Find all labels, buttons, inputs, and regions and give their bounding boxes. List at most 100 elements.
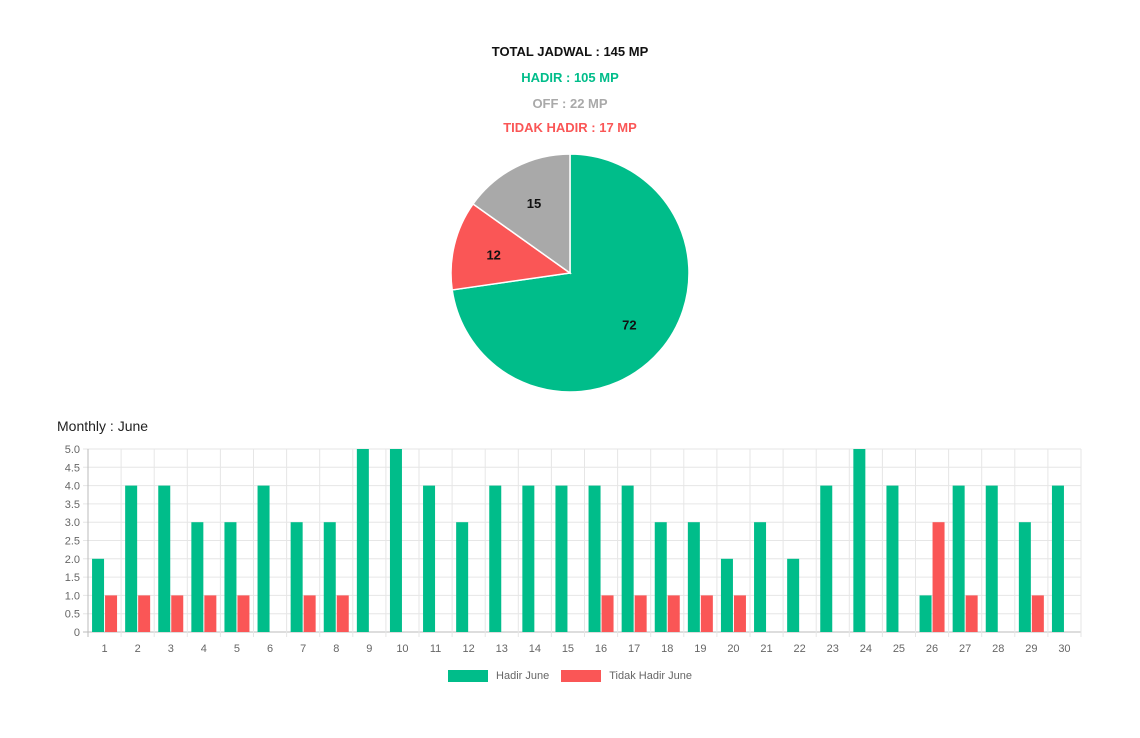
bar-tidak-hadir-day-17[interactable] <box>634 595 647 632</box>
y-tick-label: 0.5 <box>65 609 80 621</box>
x-tick-label: 15 <box>562 643 574 655</box>
x-tick-label: 16 <box>595 643 607 655</box>
bar-hadir-day-18[interactable] <box>654 522 667 632</box>
total-schedule-label: TOTAL JADWAL : 145 MP <box>491 44 649 59</box>
y-tick-label: 5.0 <box>65 444 80 456</box>
bar-hadir-day-23[interactable] <box>820 485 833 632</box>
bar-tidak-hadir-day-4[interactable] <box>204 595 217 632</box>
y-tick-label: 4.0 <box>65 481 80 493</box>
bar-hadir-day-10[interactable] <box>389 449 402 632</box>
bar-tidak-hadir-day-20[interactable] <box>733 595 746 632</box>
bar-hadir-day-15[interactable] <box>555 485 568 632</box>
x-tick-label: 20 <box>727 643 739 655</box>
bar-hadir-day-6[interactable] <box>257 485 270 632</box>
present-label: HADIR : 105 MP <box>521 70 619 85</box>
bar-tidak-hadir-day-16[interactable] <box>601 595 614 632</box>
pie-slice-15[interactable] <box>472 153 571 275</box>
bar-hadir-day-26[interactable] <box>919 595 932 632</box>
bar-hadir-day-9[interactable] <box>356 449 369 632</box>
bar-hadir-day-12[interactable] <box>456 522 469 632</box>
x-tick-label: 9 <box>366 643 372 655</box>
bar-hadir-day-25[interactable] <box>886 485 899 632</box>
y-tick-label: 1.5 <box>65 572 80 584</box>
y-tick-label: 3.5 <box>65 499 80 511</box>
x-tick-label: 7 <box>300 643 306 655</box>
x-tick-label: 28 <box>992 643 1004 655</box>
bar-hadir-day-2[interactable] <box>125 485 138 632</box>
y-tick-label: 1.0 <box>65 590 80 602</box>
bar-hadir-day-3[interactable] <box>158 485 171 632</box>
x-tick-label: 3 <box>168 643 174 655</box>
legend-label-tidak-hadir: Tidak Hadir June <box>609 670 692 682</box>
bar-tidak-hadir-day-1[interactable] <box>105 595 118 632</box>
x-tick-label: 4 <box>201 643 207 655</box>
y-tick-label: 0 <box>74 627 80 639</box>
monthly-chart-title: Monthly : June <box>57 418 149 434</box>
bar-hadir-day-17[interactable] <box>621 485 634 632</box>
x-tick-label: 19 <box>694 643 706 655</box>
bar-tidak-hadir-day-27[interactable] <box>965 595 978 632</box>
bar-hadir-day-29[interactable] <box>1018 522 1031 632</box>
x-tick-label: 1 <box>101 643 107 655</box>
absent-label: TIDAK HADIR : 17 MP <box>503 120 637 135</box>
x-tick-label: 23 <box>827 643 839 655</box>
bar-hadir-day-8[interactable] <box>323 522 336 632</box>
bar-hadir-day-24[interactable] <box>853 449 866 632</box>
pie-label-12: 12 <box>486 247 500 262</box>
legend-item-tidak-hadir[interactable]: Tidak Hadir June <box>561 670 692 682</box>
x-tick-label: 8 <box>333 643 339 655</box>
x-tick-label: 24 <box>860 643 872 655</box>
chart-legend: Hadir June Tidak Hadir June <box>0 670 1140 682</box>
bar-hadir-day-4[interactable] <box>191 522 204 632</box>
bar-tidak-hadir-day-26[interactable] <box>932 522 945 632</box>
y-tick-label: 4.5 <box>65 462 80 474</box>
bar-hadir-day-20[interactable] <box>720 558 733 632</box>
x-tick-label: 21 <box>760 643 772 655</box>
pie-slice-12[interactable] <box>450 202 572 291</box>
x-tick-label: 6 <box>267 643 273 655</box>
bar-hadir-day-11[interactable] <box>423 485 436 632</box>
y-tick-label: 3.0 <box>65 517 80 529</box>
attendance-pie-chart: 72 12 15 <box>450 153 690 393</box>
x-tick-label: 26 <box>926 643 938 655</box>
legend-swatch-hadir <box>448 670 489 682</box>
bar-hadir-day-28[interactable] <box>985 485 998 632</box>
bar-hadir-day-5[interactable] <box>224 522 237 632</box>
bar-tidak-hadir-day-18[interactable] <box>667 595 680 632</box>
bar-tidak-hadir-day-8[interactable] <box>336 595 349 632</box>
x-tick-label: 2 <box>135 643 141 655</box>
bar-tidak-hadir-day-19[interactable] <box>700 595 713 632</box>
bar-hadir-day-22[interactable] <box>787 558 800 632</box>
bar-hadir-day-7[interactable] <box>290 522 303 632</box>
x-tick-label: 30 <box>1058 643 1070 655</box>
bar-hadir-day-27[interactable] <box>952 485 965 632</box>
bar-hadir-day-13[interactable] <box>489 485 502 632</box>
legend-item-hadir[interactable]: Hadir June <box>448 670 549 682</box>
bar-tidak-hadir-day-5[interactable] <box>237 595 250 632</box>
bar-hadir-day-30[interactable] <box>1051 485 1064 632</box>
pie-label-15: 15 <box>527 196 541 211</box>
x-tick-label: 10 <box>396 643 408 655</box>
monthly-bar-chart: 00.51.01.52.02.53.03.54.04.55.01 2 3 4 5 6 7 8 9… <box>65 444 1082 655</box>
bar-hadir-day-1[interactable] <box>92 558 105 632</box>
bar-tidak-hadir-day-2[interactable] <box>138 595 151 632</box>
legend-swatch-tidak-hadir <box>561 670 602 682</box>
x-tick-label: 13 <box>496 643 508 655</box>
legend-label-hadir: Hadir June <box>496 670 550 682</box>
x-tick-label: 12 <box>463 643 475 655</box>
bar-hadir-day-19[interactable] <box>687 522 700 632</box>
bar-tidak-hadir-day-29[interactable] <box>1031 595 1044 632</box>
off-label: OFF : 22 MP <box>532 96 608 111</box>
bar-tidak-hadir-day-7[interactable] <box>303 595 316 632</box>
bar-hadir-day-16[interactable] <box>588 485 601 632</box>
bar-hadir-day-21[interactable] <box>754 522 767 632</box>
x-tick-label: 5 <box>234 643 240 655</box>
x-tick-label: 29 <box>1025 643 1037 655</box>
x-tick-label: 11 <box>430 643 441 655</box>
x-tick-label: 18 <box>661 643 673 655</box>
x-tick-label: 27 <box>959 643 971 655</box>
bar-hadir-day-14[interactable] <box>522 485 535 632</box>
bar-tidak-hadir-day-3[interactable] <box>171 595 184 632</box>
pie-label-72: 72 <box>622 317 636 332</box>
y-tick-label: 2.0 <box>65 554 80 566</box>
